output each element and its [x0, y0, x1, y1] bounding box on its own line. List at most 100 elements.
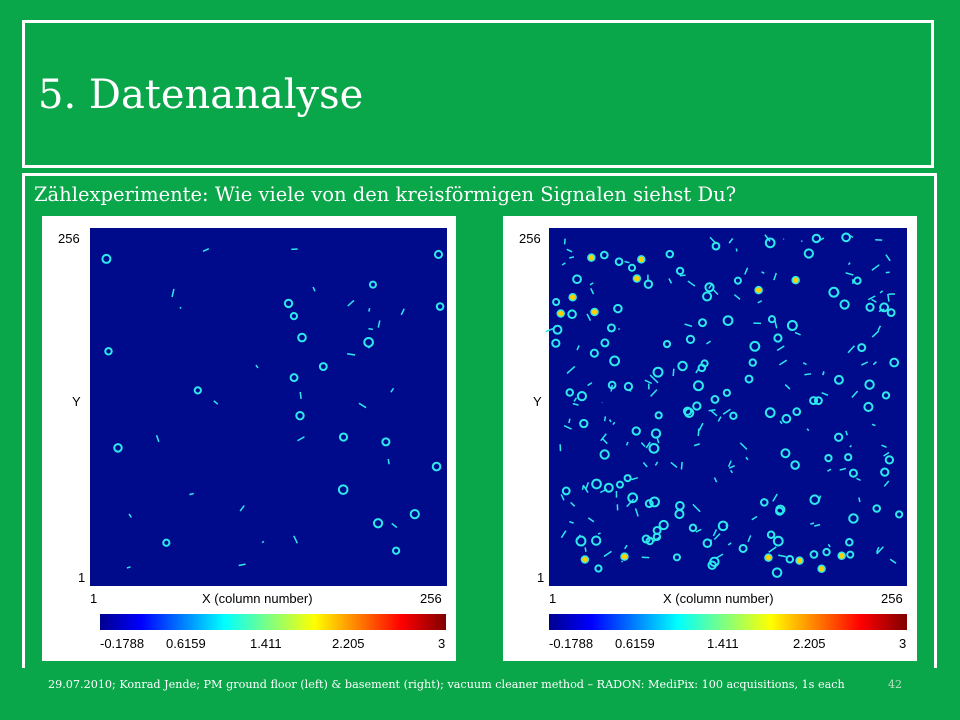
signal-blob [722, 315, 734, 326]
signal-track [745, 456, 749, 461]
signal-blob [879, 302, 890, 313]
signal-blob [675, 266, 685, 276]
signal-blob [785, 554, 795, 564]
signal-blob [594, 564, 603, 573]
signal-track [631, 476, 639, 481]
signal-blob [645, 536, 655, 546]
signal-blob-hot [587, 253, 596, 262]
signal-blob [848, 468, 858, 478]
signal-blob [895, 510, 904, 519]
signal-track [883, 480, 890, 487]
colorbar-tick: 0.6159 [166, 636, 206, 651]
signal-blob [431, 461, 442, 472]
signal-track [810, 522, 815, 525]
signal-track [712, 529, 718, 537]
x-max-label: 256 [881, 591, 903, 606]
y-max-label: 256 [519, 231, 541, 246]
colorbar [100, 614, 446, 630]
signal-blob [749, 340, 761, 352]
signal-track [577, 534, 581, 540]
signal-track [717, 416, 722, 422]
signal-track [628, 388, 632, 392]
signal-blob [591, 535, 602, 546]
signal-track [644, 379, 653, 385]
signal-track [706, 340, 711, 345]
signal-track [600, 433, 607, 442]
signal-track [849, 444, 852, 448]
signal-track [871, 298, 877, 303]
signal-blob [685, 334, 696, 345]
signal-track [845, 272, 854, 276]
signal-track [693, 443, 700, 447]
signal-track [202, 247, 210, 252]
signal-track [586, 313, 592, 321]
signal-track [189, 492, 194, 496]
signal-track [772, 493, 778, 502]
signal-track [312, 286, 316, 292]
signal-track [563, 425, 572, 430]
signal-blob [552, 298, 561, 307]
plot-panel-right: 256 1 Y 1 256 X (column number) -0.1788 … [503, 216, 917, 661]
signal-track [618, 328, 621, 331]
signal-blob [552, 324, 563, 335]
signal-blob [614, 257, 624, 266]
signal-track [239, 505, 245, 512]
signal-blob [863, 401, 874, 413]
signal-blob [567, 309, 577, 320]
signal-blob [767, 315, 776, 324]
x-min-label: 1 [90, 591, 97, 606]
signal-blob [857, 343, 867, 353]
signal-blob-hot [637, 255, 646, 264]
signal-track [722, 408, 731, 415]
signal-track [773, 272, 778, 281]
signal-blob [631, 426, 641, 436]
signal-track [708, 409, 716, 412]
signal-blob [372, 518, 384, 529]
signal-track [640, 442, 646, 448]
signal-blob-hot [590, 307, 599, 317]
signal-blob [773, 333, 783, 343]
signal-blob [652, 366, 664, 378]
signal-blob [104, 347, 113, 356]
signal-track [626, 498, 635, 508]
signal-track [584, 547, 587, 552]
signal-track [872, 361, 877, 366]
signal-blob [697, 363, 707, 373]
slide-subtitle: Zählexperimente: Wie viele von den kreis… [34, 183, 737, 206]
signal-blob [692, 401, 702, 411]
signal-blob-hot [580, 555, 590, 564]
signal-track [709, 236, 717, 245]
colorbar-tick: 0.6159 [615, 636, 655, 651]
signal-track [570, 501, 576, 507]
signal-blob [101, 253, 112, 264]
signal-track [391, 522, 398, 529]
signal-track [656, 436, 660, 444]
signal-blob [733, 276, 742, 285]
signal-blob [809, 396, 819, 406]
signal-track [713, 533, 721, 540]
y-min-label: 1 [78, 570, 85, 585]
signal-track [387, 458, 390, 465]
signal-track [733, 294, 741, 300]
signal-track [822, 371, 825, 376]
signal-track [608, 419, 612, 423]
signal-track [858, 497, 861, 503]
signal-blob [845, 538, 854, 547]
signal-blob [786, 320, 798, 331]
signal-track [297, 436, 305, 442]
colorbar-tick: 3 [438, 636, 445, 651]
signal-track [713, 477, 718, 483]
signal-track [612, 421, 616, 426]
signal-blob [654, 411, 663, 420]
signal-blob [744, 374, 754, 384]
signal-track [400, 308, 405, 316]
signal-track [654, 461, 659, 466]
signal-track [802, 362, 807, 366]
signal-track [713, 289, 719, 296]
signal-track [779, 420, 783, 425]
signal-track [561, 262, 566, 266]
signal-track [761, 271, 765, 274]
signal-track [710, 410, 718, 417]
signal-blob [665, 249, 675, 259]
signal-track [728, 465, 735, 469]
